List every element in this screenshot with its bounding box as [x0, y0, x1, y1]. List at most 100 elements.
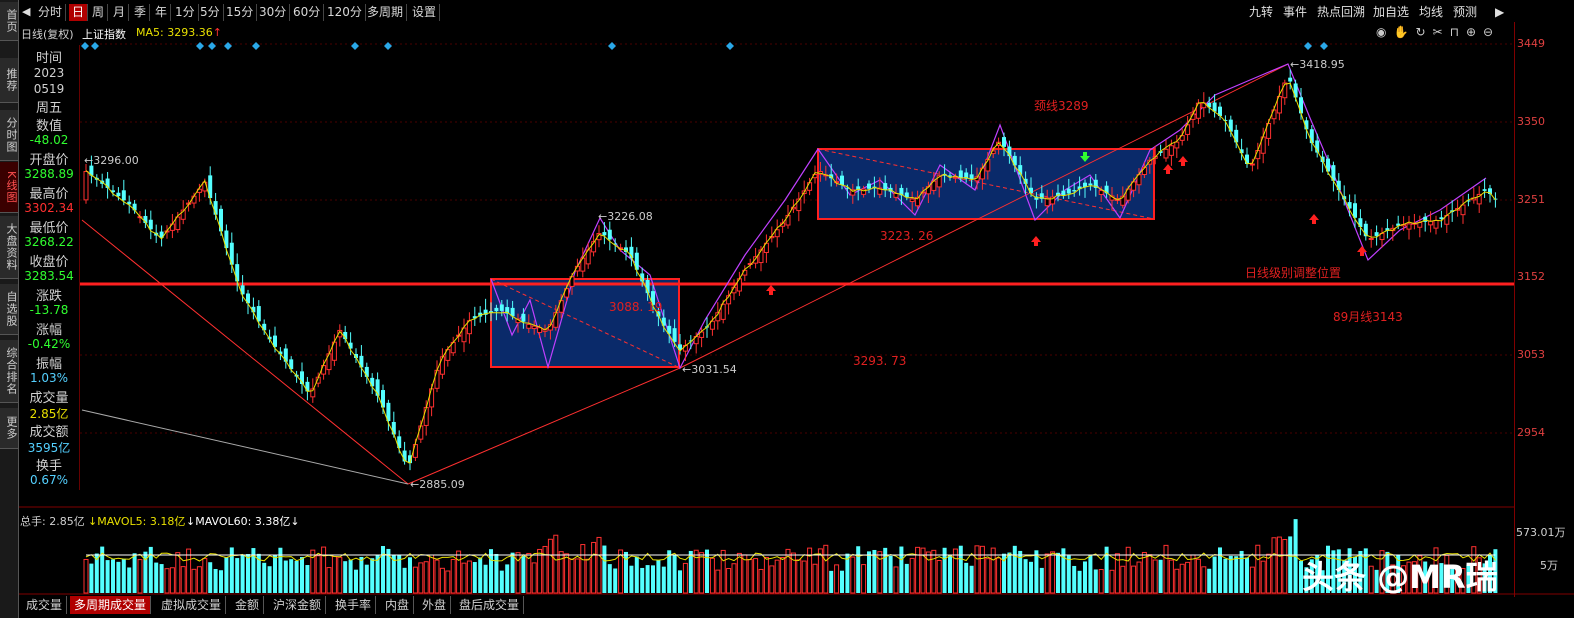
volume-bar — [370, 558, 375, 593]
bottom-tab-inner[interactable]: 内盘 — [381, 596, 415, 614]
volume-bar — [1066, 555, 1071, 593]
hotspot-button[interactable]: 热点回溯 — [1317, 5, 1366, 19]
tab-1min[interactable]: 1分 — [172, 4, 199, 21]
event-diamond-icon[interactable] — [208, 42, 216, 50]
candle-body — [1044, 197, 1050, 207]
event-diamond-icon[interactable] — [384, 42, 392, 50]
event-diamond-icon[interactable] — [224, 42, 232, 50]
candle-body — [877, 187, 883, 195]
candle-body — [720, 303, 726, 320]
tab-weekly[interactable]: 周 — [89, 4, 109, 21]
tab-multi-period[interactable]: 多周期 — [364, 4, 408, 21]
forecast-button[interactable]: 预测 — [1453, 5, 1478, 19]
event-button[interactable]: 事件 — [1283, 5, 1308, 19]
volume-bar — [343, 561, 348, 593]
loop-icon[interactable]: ↻ — [1415, 25, 1433, 39]
sidebar-tab-home[interactable]: 首页 — [0, 2, 18, 41]
candle-body — [948, 175, 952, 177]
add-watchlist-button[interactable]: 加自选 — [1373, 5, 1410, 19]
event-diamond-icon[interactable] — [252, 42, 260, 50]
volume-bar — [1104, 546, 1109, 593]
tab-30min[interactable]: 30分 — [256, 4, 291, 21]
event-diamond-icon[interactable] — [1304, 42, 1312, 50]
sidebar-tab-market-info[interactable]: 大盘资料 — [0, 216, 18, 279]
candle-body — [1039, 193, 1044, 199]
bottom-tab-virtual-volume[interactable]: 虚拟成交量 — [157, 596, 227, 614]
tab-intraday[interactable]: 分时 — [35, 4, 67, 21]
volume-bar — [645, 565, 650, 593]
volume-bar — [1493, 549, 1498, 593]
ma-button[interactable]: 均线 — [1419, 5, 1444, 19]
volume-bar — [925, 551, 931, 594]
candle-body — [127, 201, 132, 205]
candle-body — [370, 377, 375, 387]
event-diamond-icon[interactable] — [351, 42, 359, 50]
sidebar-tab-recommend[interactable]: 推荐 — [0, 58, 18, 103]
bottom-tab-turnover[interactable]: 换手率 — [331, 596, 377, 614]
bottom-tab-outer[interactable]: 外盘 — [418, 596, 452, 614]
event-diamond-icon[interactable] — [81, 42, 89, 50]
volume-bar — [1249, 566, 1255, 594]
event-diamond-icon[interactable] — [91, 42, 99, 50]
zoom-out-icon[interactable]: ⊖ — [1483, 25, 1501, 39]
bottom-tab-sh-sz-amount[interactable]: 沪深金额 — [269, 596, 327, 614]
label-peak-left: ←3296.00 — [84, 154, 139, 167]
event-diamond-icon[interactable] — [1320, 42, 1328, 50]
tab-15min[interactable]: 15分 — [223, 4, 258, 21]
volume-bar — [763, 556, 769, 594]
tab-settings[interactable]: 设置 — [409, 4, 441, 21]
bottom-tab-amount[interactable]: 金额 — [231, 596, 265, 614]
bottom-tab-multi-volume[interactable]: 多周期成交量 — [70, 596, 152, 614]
volume-bar — [558, 551, 564, 594]
lock-icon[interactable]: ⊓ — [1449, 25, 1466, 39]
volume-bar — [1168, 559, 1174, 594]
candle-body — [1050, 196, 1056, 205]
turnover-label: 换手 — [35, 459, 62, 474]
label-lower-val: 3293. 73 — [853, 354, 907, 368]
volume-bar — [354, 569, 358, 593]
volume-bar — [624, 551, 628, 593]
collapse-icon[interactable]: ◀ — [22, 5, 31, 18]
volume-bar — [315, 555, 321, 594]
eye-icon[interactable]: ◉ — [1376, 25, 1394, 39]
volume-bar — [785, 548, 791, 594]
tab-yearly[interactable]: 年 — [152, 4, 172, 21]
volume-bar — [1255, 544, 1261, 594]
volume-bar — [990, 547, 996, 594]
candle-body — [1072, 190, 1077, 192]
candle-body — [305, 381, 310, 392]
scissors-icon[interactable]: ✂ — [1432, 25, 1450, 39]
volume-bar — [883, 547, 888, 593]
sidebar-tab-kline[interactable]: K线图 — [0, 162, 18, 213]
bottom-tab-after-hours[interactable]: 盘后成交量 — [455, 596, 525, 614]
volume-bar — [478, 557, 483, 593]
hand-icon[interactable]: ✋ — [1393, 25, 1416, 39]
event-markers[interactable] — [81, 42, 1328, 50]
sidebar-tab-more[interactable]: 更多 — [0, 408, 18, 449]
bottom-tab-volume[interactable]: 成交量 — [22, 596, 68, 614]
volume-bar — [726, 568, 732, 594]
volume-bar — [607, 564, 612, 593]
nine-turn-button[interactable]: 九转 — [1249, 5, 1274, 19]
volume-bar — [1482, 563, 1487, 593]
chevron-right-icon[interactable]: ▶ — [1495, 5, 1505, 19]
candle-body — [678, 344, 682, 350]
tab-quarterly[interactable]: 季 — [131, 4, 151, 21]
event-diamond-icon[interactable] — [608, 42, 616, 50]
tab-120min[interactable]: 120分 — [324, 4, 366, 21]
price-tick: 2954 — [1517, 426, 1545, 439]
event-diamond-icon[interactable] — [726, 42, 734, 50]
sidebar-tab-ranking[interactable]: 综合排名 — [0, 340, 18, 403]
sidebar-tab-intraday[interactable]: 分时图 — [0, 110, 18, 161]
tab-5min[interactable]: 5分 — [197, 4, 224, 21]
zoom-in-icon[interactable]: ⊕ — [1465, 25, 1483, 39]
event-diamond-icon[interactable] — [196, 42, 204, 50]
sidebar-tab-watchlist[interactable]: 自选股 — [0, 284, 18, 335]
tab-daily[interactable]: 日 — [69, 4, 89, 21]
volume-bar — [1163, 544, 1169, 594]
candle-body — [1234, 129, 1239, 143]
tab-monthly[interactable]: 月 — [110, 4, 130, 21]
candle-body — [1061, 190, 1066, 196]
tab-60min[interactable]: 60分 — [290, 4, 325, 21]
